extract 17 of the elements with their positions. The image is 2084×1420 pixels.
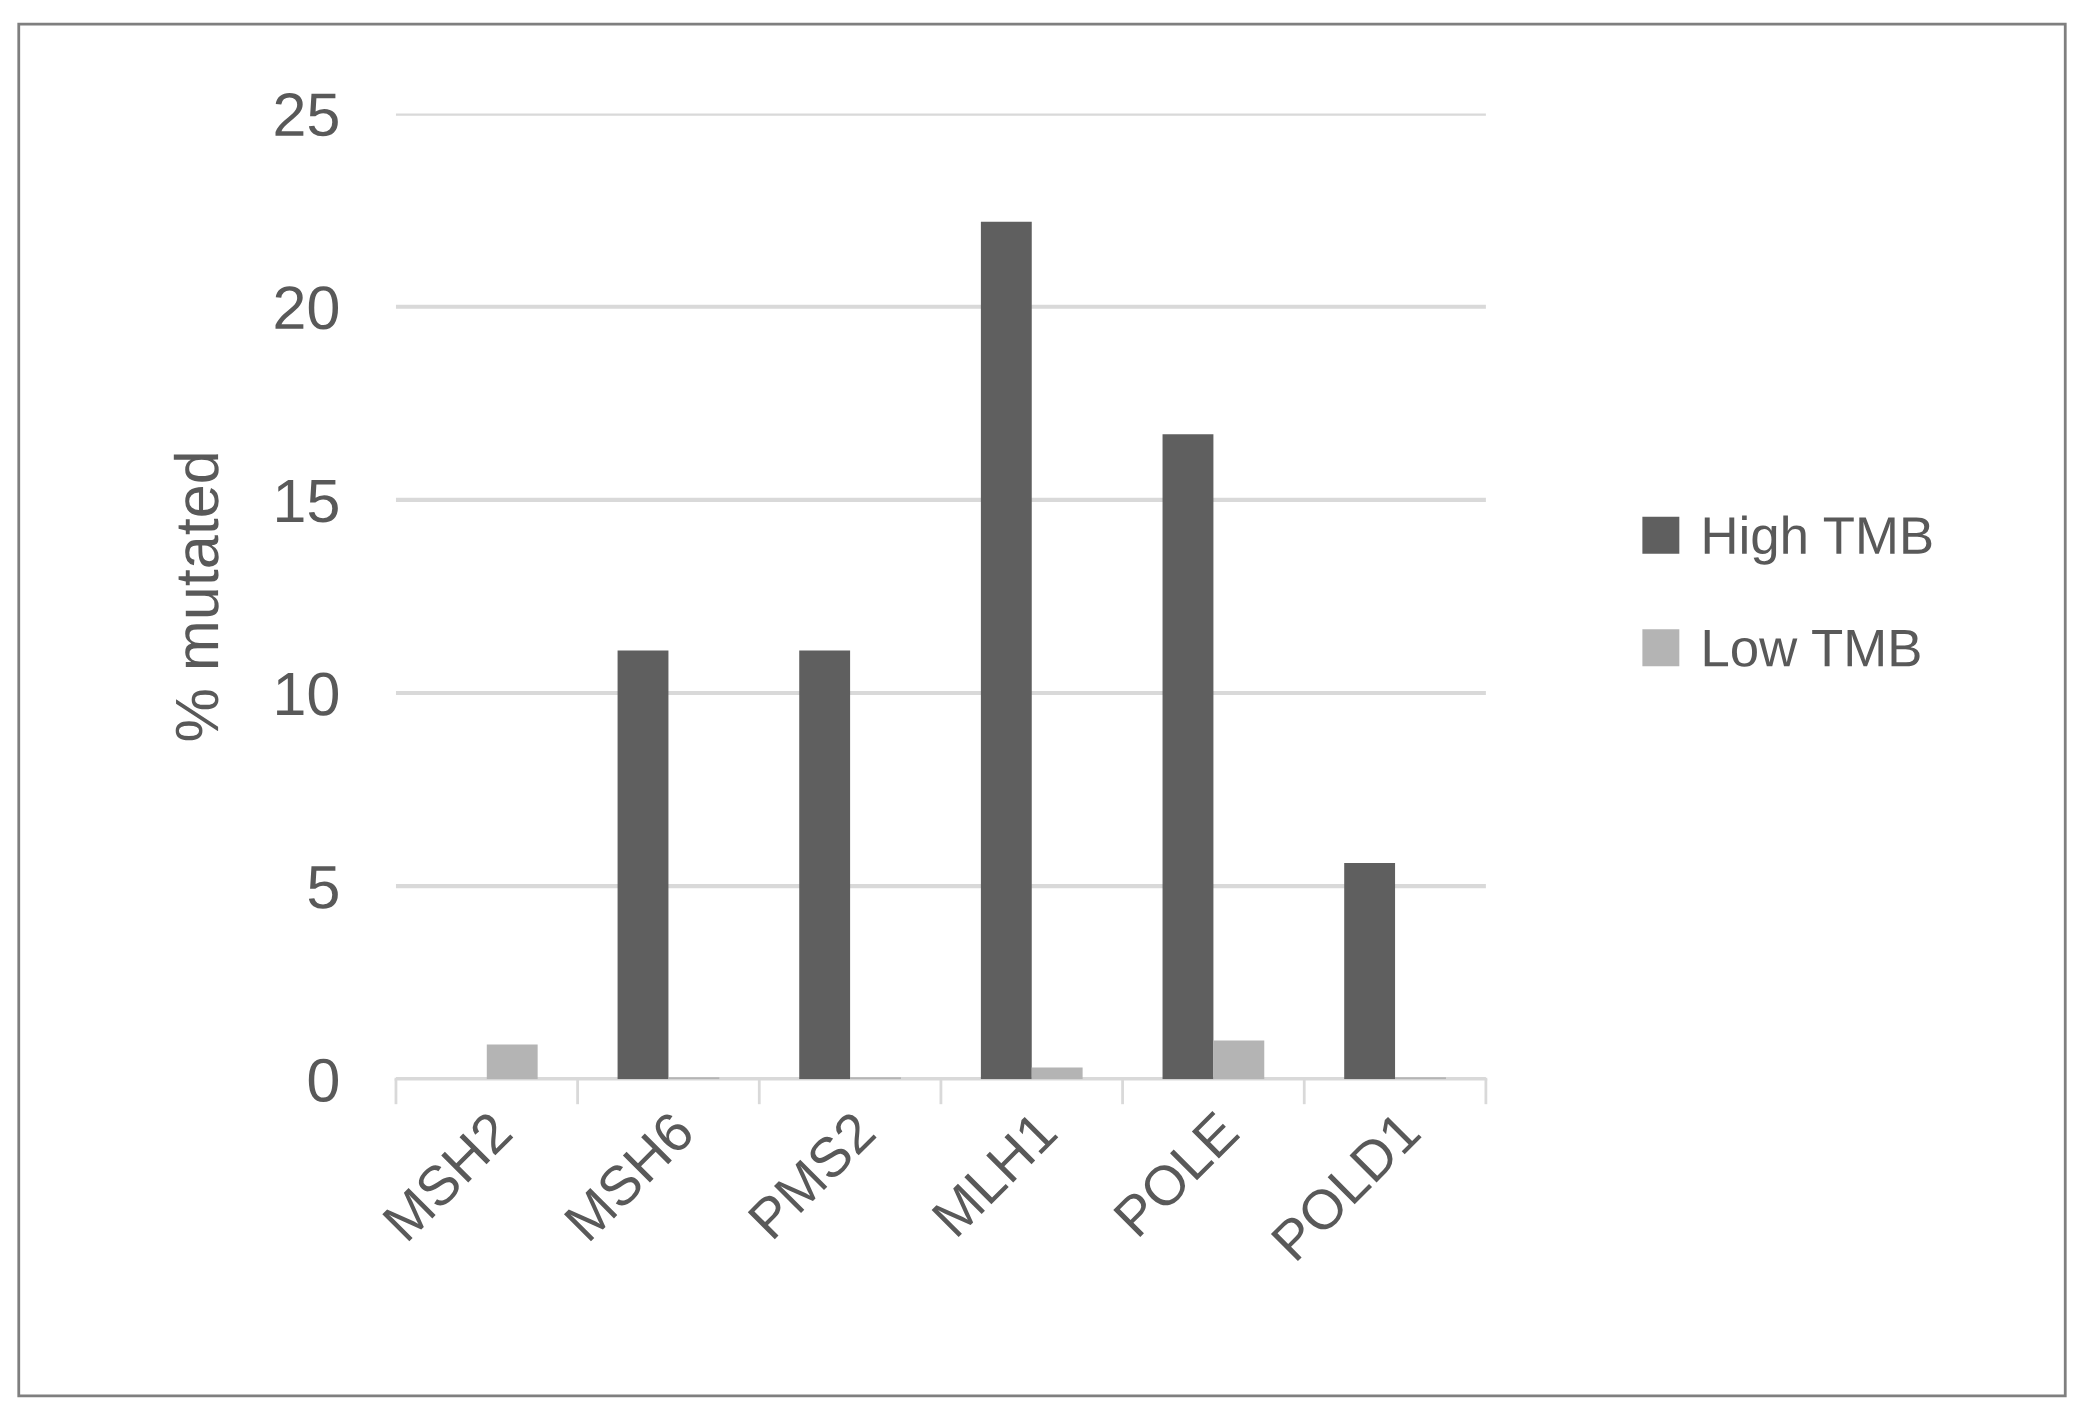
y-axis-title: % mutated xyxy=(173,454,219,741)
y-tick-label: 0 xyxy=(308,1058,339,1102)
y-tick-label: 20 xyxy=(275,286,339,330)
bar xyxy=(1213,1040,1265,1080)
bar xyxy=(799,650,851,1080)
bar xyxy=(1031,1067,1083,1080)
y-tick-label: 25 xyxy=(275,93,338,137)
bar xyxy=(980,221,1032,1080)
y-tick-label: 5 xyxy=(308,866,338,909)
y-tick-label: 10 xyxy=(277,672,339,716)
legend-label: High TMB xyxy=(1704,515,1932,565)
bar xyxy=(1162,434,1214,1080)
y-tick-label: 15 xyxy=(277,479,338,523)
bar xyxy=(617,650,669,1080)
legend-label: Low TMB xyxy=(1704,630,1920,667)
bar xyxy=(486,1044,538,1080)
bar xyxy=(1344,862,1396,1080)
